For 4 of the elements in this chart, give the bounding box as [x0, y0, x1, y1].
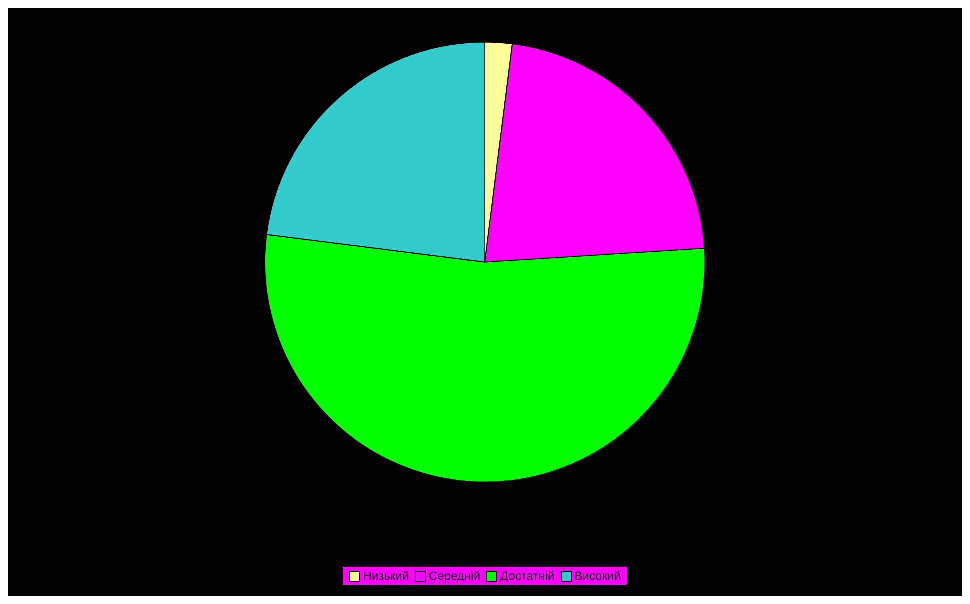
legend-label: Низький: [362, 569, 409, 583]
legend-label: Середній: [428, 569, 480, 583]
legend-label: Високий: [574, 569, 621, 583]
legend-label: Достатній: [499, 569, 555, 583]
